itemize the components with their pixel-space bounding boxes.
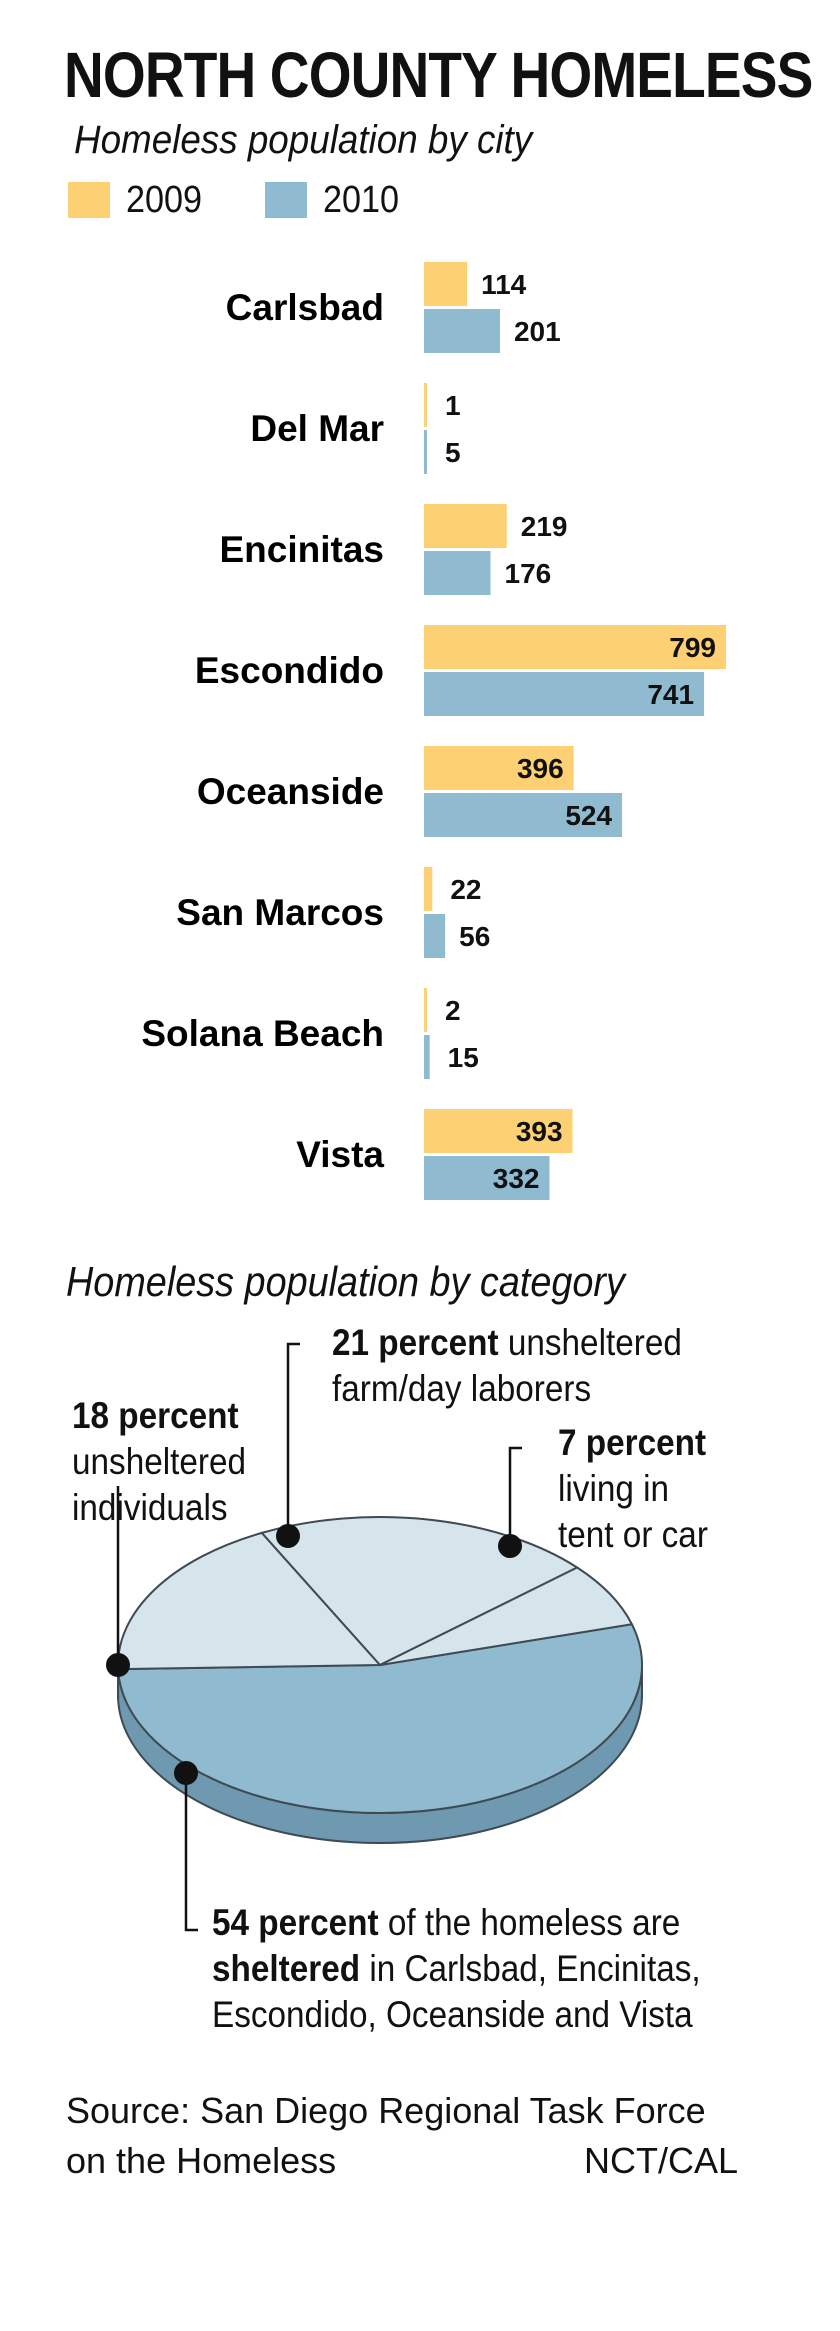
value-label-2010: 56 <box>459 921 490 952</box>
value-label-2010: 5 <box>445 437 461 468</box>
bar-2009 <box>424 383 427 427</box>
bar-2009 <box>424 746 574 790</box>
annotation-farm-bold: 21 percent <box>332 1322 499 1363</box>
annotation-tent-line2: living in <box>558 1468 670 1509</box>
source-note: Source: San Diego Regional Task Force on… <box>66 2086 738 2186</box>
bar-2009 <box>424 504 507 548</box>
bar-group-san-marcos: San Marcos 22 56 <box>176 867 490 958</box>
category-label: Vista <box>296 1134 384 1175</box>
category-label: Solana Beach <box>141 1013 384 1054</box>
bar-2009 <box>424 867 433 911</box>
legend: 2009 2010 <box>68 178 461 222</box>
chart-title: NORTH COUNTY HOMELESS <box>64 39 813 111</box>
value-label-2009: 22 <box>450 874 481 905</box>
source-line2: on the Homeless <box>66 2140 337 2181</box>
value-label-2010: 524 <box>565 800 612 831</box>
annotation-sheltered-line2: sheltered in Carlsbad, Encinitas, <box>212 1946 701 1992</box>
annotation-sheltered: 54 percent of the homeless are sheltered… <box>212 1900 701 2038</box>
annotation-individuals-percent: 18 percent <box>72 1395 239 1436</box>
source-row: on the Homeless NCT/CAL <box>66 2136 738 2186</box>
leader-line-tent <box>508 1446 522 1546</box>
bar-2010 <box>424 793 623 837</box>
bar-chart-subtitle: Homeless population by city <box>74 118 533 162</box>
annotation-farm-line2: farm/day laborers <box>332 1368 592 1409</box>
leader-line-farm <box>286 1342 300 1536</box>
bar-2010 <box>424 551 491 595</box>
source-line1: Source: San Diego Regional Task Force <box>66 2090 706 2131</box>
category-label: San Marcos <box>176 892 384 933</box>
annotation-sheltered-line3: Escondido, Oceanside and Vista <box>212 1994 693 2035</box>
value-label-2009: 393 <box>516 1116 563 1147</box>
bar-2010 <box>424 914 446 958</box>
bar-group-carlsbad: Carlsbad 114 201 <box>226 262 561 353</box>
bar-group-vista: Vista 393 332 <box>296 1109 573 1200</box>
bar-2009 <box>424 988 427 1032</box>
leader-lines <box>116 1342 522 1932</box>
value-label-2010: 176 <box>505 558 552 589</box>
annotation-sheltered-line1: 54 percent of the homeless are <box>212 1900 701 1946</box>
leader-dot-farm <box>276 1524 300 1548</box>
bar-2010 <box>424 672 705 716</box>
bar-2010 <box>424 430 427 474</box>
annotation-tent-bold: 7 percent <box>558 1420 708 1466</box>
value-label-2010: 201 <box>514 316 561 347</box>
annotation-individuals-line2: unsheltered <box>72 1441 247 1482</box>
legend-label-2010: 2010 <box>322 178 399 221</box>
annotation-individuals: 18 percent unsheltered individuals <box>72 1393 246 1531</box>
annotation-farm-line1: 21 percent unsheltered <box>332 1320 682 1366</box>
annotation-farm: 21 percent unsheltered farm/day laborers <box>332 1320 682 1412</box>
bar-group-del-mar: Del Mar 1 5 <box>250 383 461 474</box>
annotation-sheltered-text2: in Carlsbad, Encinitas, <box>360 1948 701 1989</box>
annotation-individuals-line3: individuals <box>72 1487 228 1528</box>
leader-dot-tent <box>498 1534 522 1558</box>
pie-chart-title: Homeless population by category <box>66 1258 625 1305</box>
leader-dot-individuals <box>106 1653 130 1677</box>
legend-label-2009: 2009 <box>126 178 203 221</box>
bar-2010 <box>424 309 500 353</box>
bar-2009 <box>424 1109 573 1153</box>
source-credit: NCT/CAL <box>583 2140 738 2181</box>
pie-slice-unsheltered-farm-day-laborers <box>260 1516 580 1667</box>
pie-body <box>117 1516 643 1844</box>
category-label: Carlsbad <box>226 287 384 328</box>
bar-group-encinitas: Encinitas 219 176 <box>220 504 568 595</box>
value-label-2010: 15 <box>448 1042 479 1073</box>
leader-dot-sheltered <box>174 1761 198 1785</box>
bar-2010 <box>424 1035 430 1079</box>
category-label: Encinitas <box>220 529 385 570</box>
value-label-2009: 219 <box>521 511 568 542</box>
annotation-tent: 7 percent living in tent or car <box>558 1420 708 1558</box>
bar-group-escondido: Escondido 799 741 <box>195 625 726 716</box>
annotation-tent-line3: tent or car <box>558 1514 708 1555</box>
annotation-tent-percent: 7 percent <box>558 1422 707 1463</box>
leader-line-sheltered <box>184 1773 198 1932</box>
pie-slice-sheltered <box>117 1623 643 1815</box>
annotation-sheltered-bold2: sheltered <box>212 1948 361 1989</box>
pie-slice-living-in-tent-or-car <box>379 1566 634 1666</box>
annotation-sheltered-text: of the homeless are <box>378 1902 681 1943</box>
value-label-2009: 114 <box>481 269 527 300</box>
category-label: Oceanside <box>197 771 384 812</box>
value-label-2009: 396 <box>517 753 564 784</box>
bar-2010 <box>424 1156 550 1200</box>
value-label-2009: 2 <box>445 995 461 1026</box>
category-label: Escondido <box>195 650 384 691</box>
annotation-sheltered-bold: 54 percent <box>212 1902 379 1943</box>
bar-group-solana-beach: Solana Beach 2 15 <box>141 988 479 1079</box>
value-label-2010: 741 <box>647 679 694 710</box>
bar-2009 <box>424 262 468 306</box>
value-label-2010: 332 <box>493 1163 540 1194</box>
bar-2009 <box>424 625 726 669</box>
annotation-farm-text: unsheltered <box>498 1322 682 1363</box>
value-label-2009: 1 <box>445 390 461 421</box>
annotation-individuals-bold: 18 percent <box>72 1393 246 1439</box>
value-label-2009: 799 <box>669 632 716 663</box>
legend-swatch-2010 <box>264 182 307 218</box>
legend-swatch-2009 <box>68 182 110 218</box>
category-label: Del Mar <box>250 408 384 449</box>
leader-dots <box>106 1524 522 1785</box>
